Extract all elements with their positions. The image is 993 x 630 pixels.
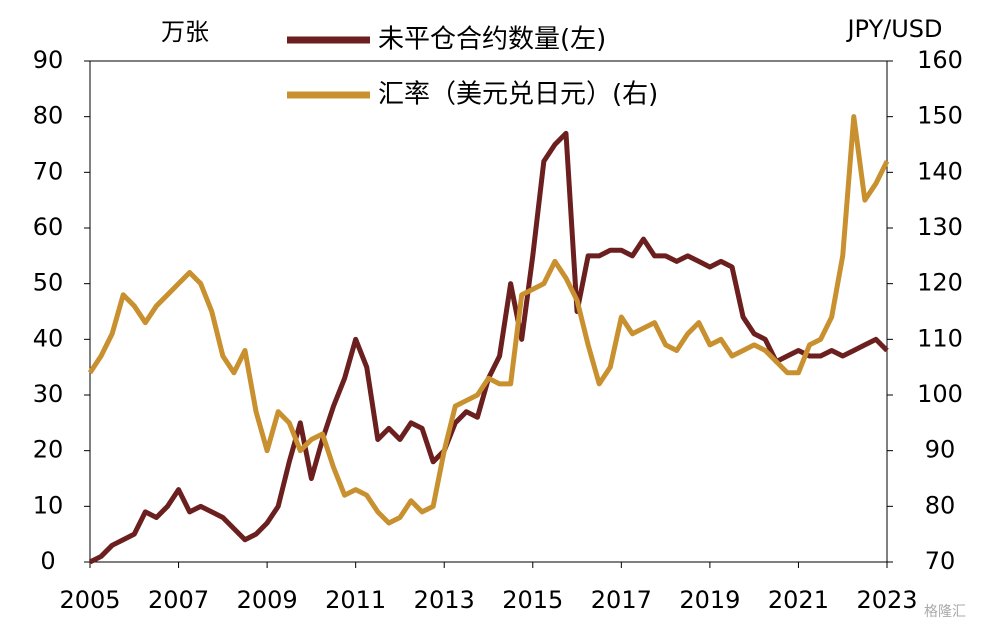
- x-tick-label: 2019: [679, 586, 740, 614]
- y-tick-label: 60: [33, 213, 64, 241]
- data-line: [87, 114, 890, 526]
- x-tick-label: 2023: [856, 586, 917, 614]
- x-tick-label: 2009: [237, 586, 298, 614]
- y2-tick-label: 110: [917, 324, 963, 352]
- y-tick-label: 0: [40, 547, 55, 575]
- y-tick-label: 50: [33, 269, 64, 297]
- legend-label: 汇率（美元兑日元）(右): [378, 80, 658, 110]
- y-tick-label: 80: [33, 102, 64, 130]
- x-tick-label: 2011: [325, 586, 386, 614]
- y-tick-label: 90: [33, 46, 64, 74]
- x-tick-label: 2013: [414, 586, 475, 614]
- y2-tick-label: 140: [917, 157, 963, 185]
- x-tick-label: 2017: [591, 586, 652, 614]
- plot-frame: [89, 60, 888, 563]
- y-tick-label: 30: [33, 380, 64, 408]
- x-tick-label: 2015: [502, 586, 563, 614]
- y2-tick-label: 70: [925, 547, 956, 575]
- x-tick-label: 2007: [148, 586, 209, 614]
- x-tick-label: 2021: [768, 586, 829, 614]
- y2-tick-label: 120: [917, 269, 963, 297]
- y2-tick-label: 130: [917, 213, 963, 241]
- y-tick-label: 10: [33, 491, 64, 519]
- y-tick-label: 40: [33, 324, 64, 352]
- y2-tick-label: 160: [917, 46, 963, 74]
- y2-tick-label: 90: [925, 436, 956, 464]
- watermark: 格隆汇: [924, 604, 966, 620]
- legend-label: 未平仓合约数量(左): [378, 25, 606, 55]
- data-line: [88, 130, 889, 565]
- y-tick-label: 20: [33, 436, 64, 464]
- y2-axis-label: JPY/USD: [845, 15, 942, 43]
- y2-tick-label: 150: [917, 102, 963, 130]
- y2-tick-label: 100: [917, 380, 963, 408]
- y2-tick-label: 80: [925, 491, 956, 519]
- y-tick-label: 70: [33, 157, 64, 185]
- y-axis-label: 万张: [161, 18, 209, 46]
- x-tick-label: 2005: [59, 586, 120, 614]
